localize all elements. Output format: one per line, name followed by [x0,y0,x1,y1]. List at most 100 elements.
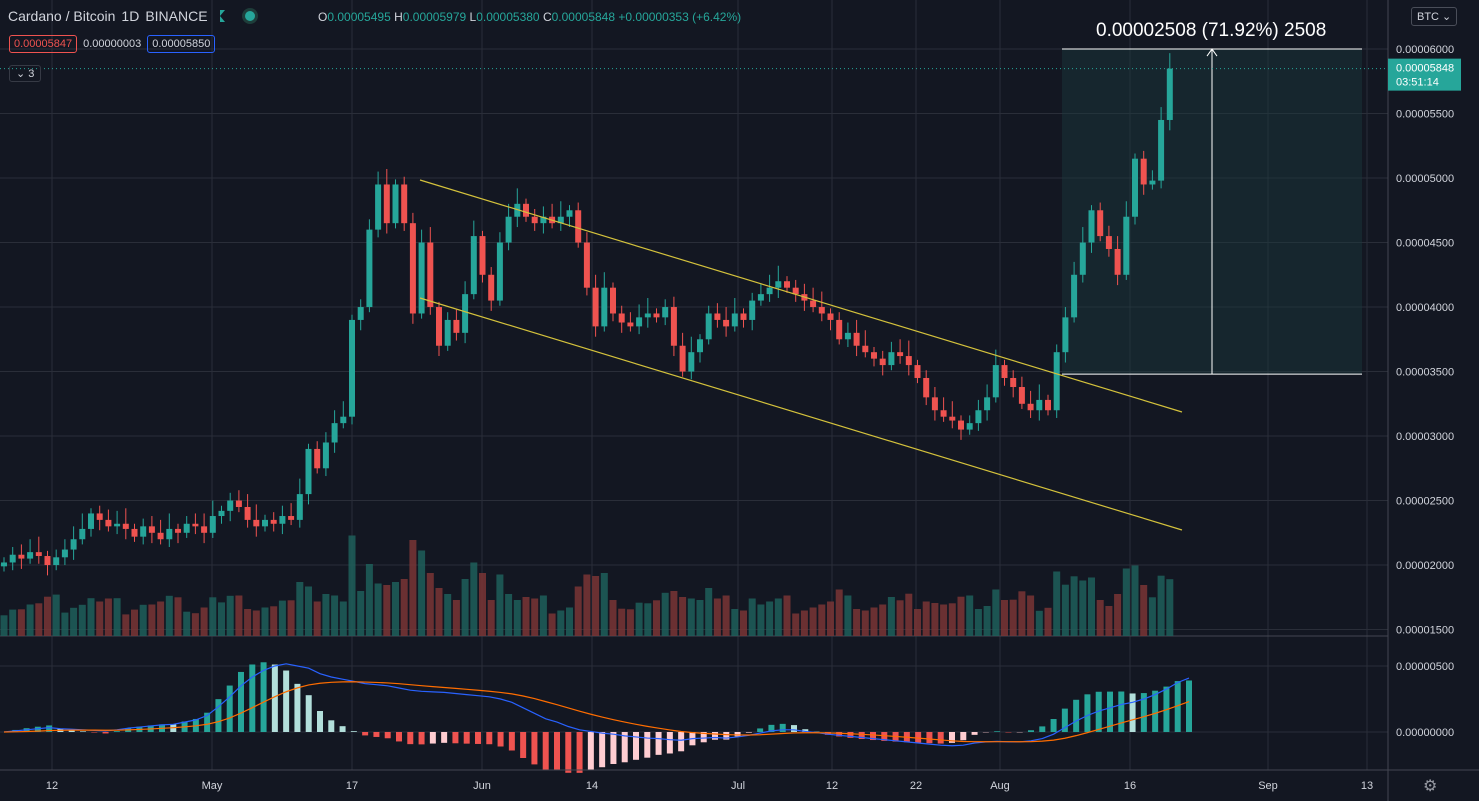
volume-bar [905,593,913,636]
volume-bar [722,595,730,636]
candle [9,554,16,563]
candle [1053,352,1060,411]
candle [514,203,521,217]
candle [923,377,930,398]
candle [444,319,451,346]
candle [366,229,373,308]
macd-histogram-bar [1084,694,1091,732]
volume-bar [1131,565,1139,636]
volume-bars [0,535,1174,636]
candle [888,352,895,366]
volume-bar [574,586,582,636]
candle [975,410,982,424]
currency-button[interactable]: BTC ⌄ [1411,7,1458,26]
volume-bar [70,607,78,636]
macd-histogram-bar [1073,699,1080,732]
candle [557,216,564,224]
volume-bar [748,598,756,636]
candle [1036,399,1043,411]
volume-bar [1079,580,1087,636]
macd-histogram-bar [994,731,1001,732]
volume-bar [600,573,608,636]
candle [897,352,904,357]
candle [1010,377,1017,388]
macd-histogram-bar [441,732,448,743]
candle [496,242,503,301]
candle [644,313,651,318]
candle [392,184,399,224]
candle [827,313,834,320]
macd-histogram-bar [362,732,369,736]
macd-histogram-bar [802,729,809,732]
candle [688,352,695,372]
candle [540,216,547,224]
candle [749,300,756,320]
measure-arrowhead [1206,48,1218,57]
candle [784,281,790,288]
market-status-icon [244,11,255,21]
candle [905,356,912,366]
interval-label[interactable]: 1D [121,8,140,24]
macd-histogram-bar [475,732,481,744]
price-tick-label: 0.00003500 [1396,367,1454,379]
candle [610,287,616,314]
volume-bar [78,604,86,636]
macd-histogram-bar [757,728,764,732]
macd-histogram-bar [768,724,775,732]
volume-bar [113,598,121,636]
candle [349,319,355,417]
buy-price-button[interactable]: 0.00005850 [147,35,216,53]
candle [88,513,94,529]
volume-bar [548,613,556,636]
macd-histogram-bar [294,683,301,732]
macd-histogram-bar [960,732,967,741]
macd-histogram-bar [1152,690,1159,732]
volume-bar [1096,600,1104,636]
volume-bar [679,597,687,636]
sell-price-button[interactable]: 0.00005847 [9,35,78,53]
change-value: +0.00000353 (+6.42%) [618,10,742,24]
macd-histogram-bar [836,732,843,737]
candle [653,313,660,318]
price-tick-label: 0.00005500 [1396,109,1454,121]
candle [488,274,495,301]
candle [227,500,234,511]
macd-histogram-bar [373,732,380,737]
volume-bar [800,610,808,636]
indicator-count: 3 [28,68,35,80]
candle [314,448,321,469]
time-tick-label: Aug [990,780,1010,792]
macd-histogram-bar [508,732,515,751]
volume-bar [1053,571,1061,636]
volume-bar [957,596,965,636]
indicators-toggle[interactable]: ⌄ 3 [9,65,42,82]
volume-bar [252,610,260,636]
time-tick-label: Sep [1258,780,1278,792]
candle [383,184,390,224]
symbol-name[interactable]: Cardano / Bitcoin [8,8,116,24]
gear-icon[interactable]: ⚙ [1423,778,1438,795]
flag-icon[interactable] [219,10,225,22]
candle [166,528,173,540]
candle [470,236,477,295]
macd-histogram-bar [1039,726,1046,732]
volume-bar [96,601,104,636]
macd-histogram-bar [429,732,436,744]
volume-bar [774,598,782,636]
volume-bar [383,585,391,636]
candle [401,184,408,224]
candle [1001,365,1008,378]
volume-bar [531,598,539,636]
macd-histogram-bar [1186,680,1192,732]
volume-bar [887,597,895,636]
candle [853,332,860,346]
macd-histogram-bar [204,712,211,732]
candle [331,423,338,443]
volume-bar [705,588,713,636]
candle [966,423,973,430]
volume-bar [879,604,887,636]
volume-bar [940,604,948,636]
volume-bar [278,600,286,636]
